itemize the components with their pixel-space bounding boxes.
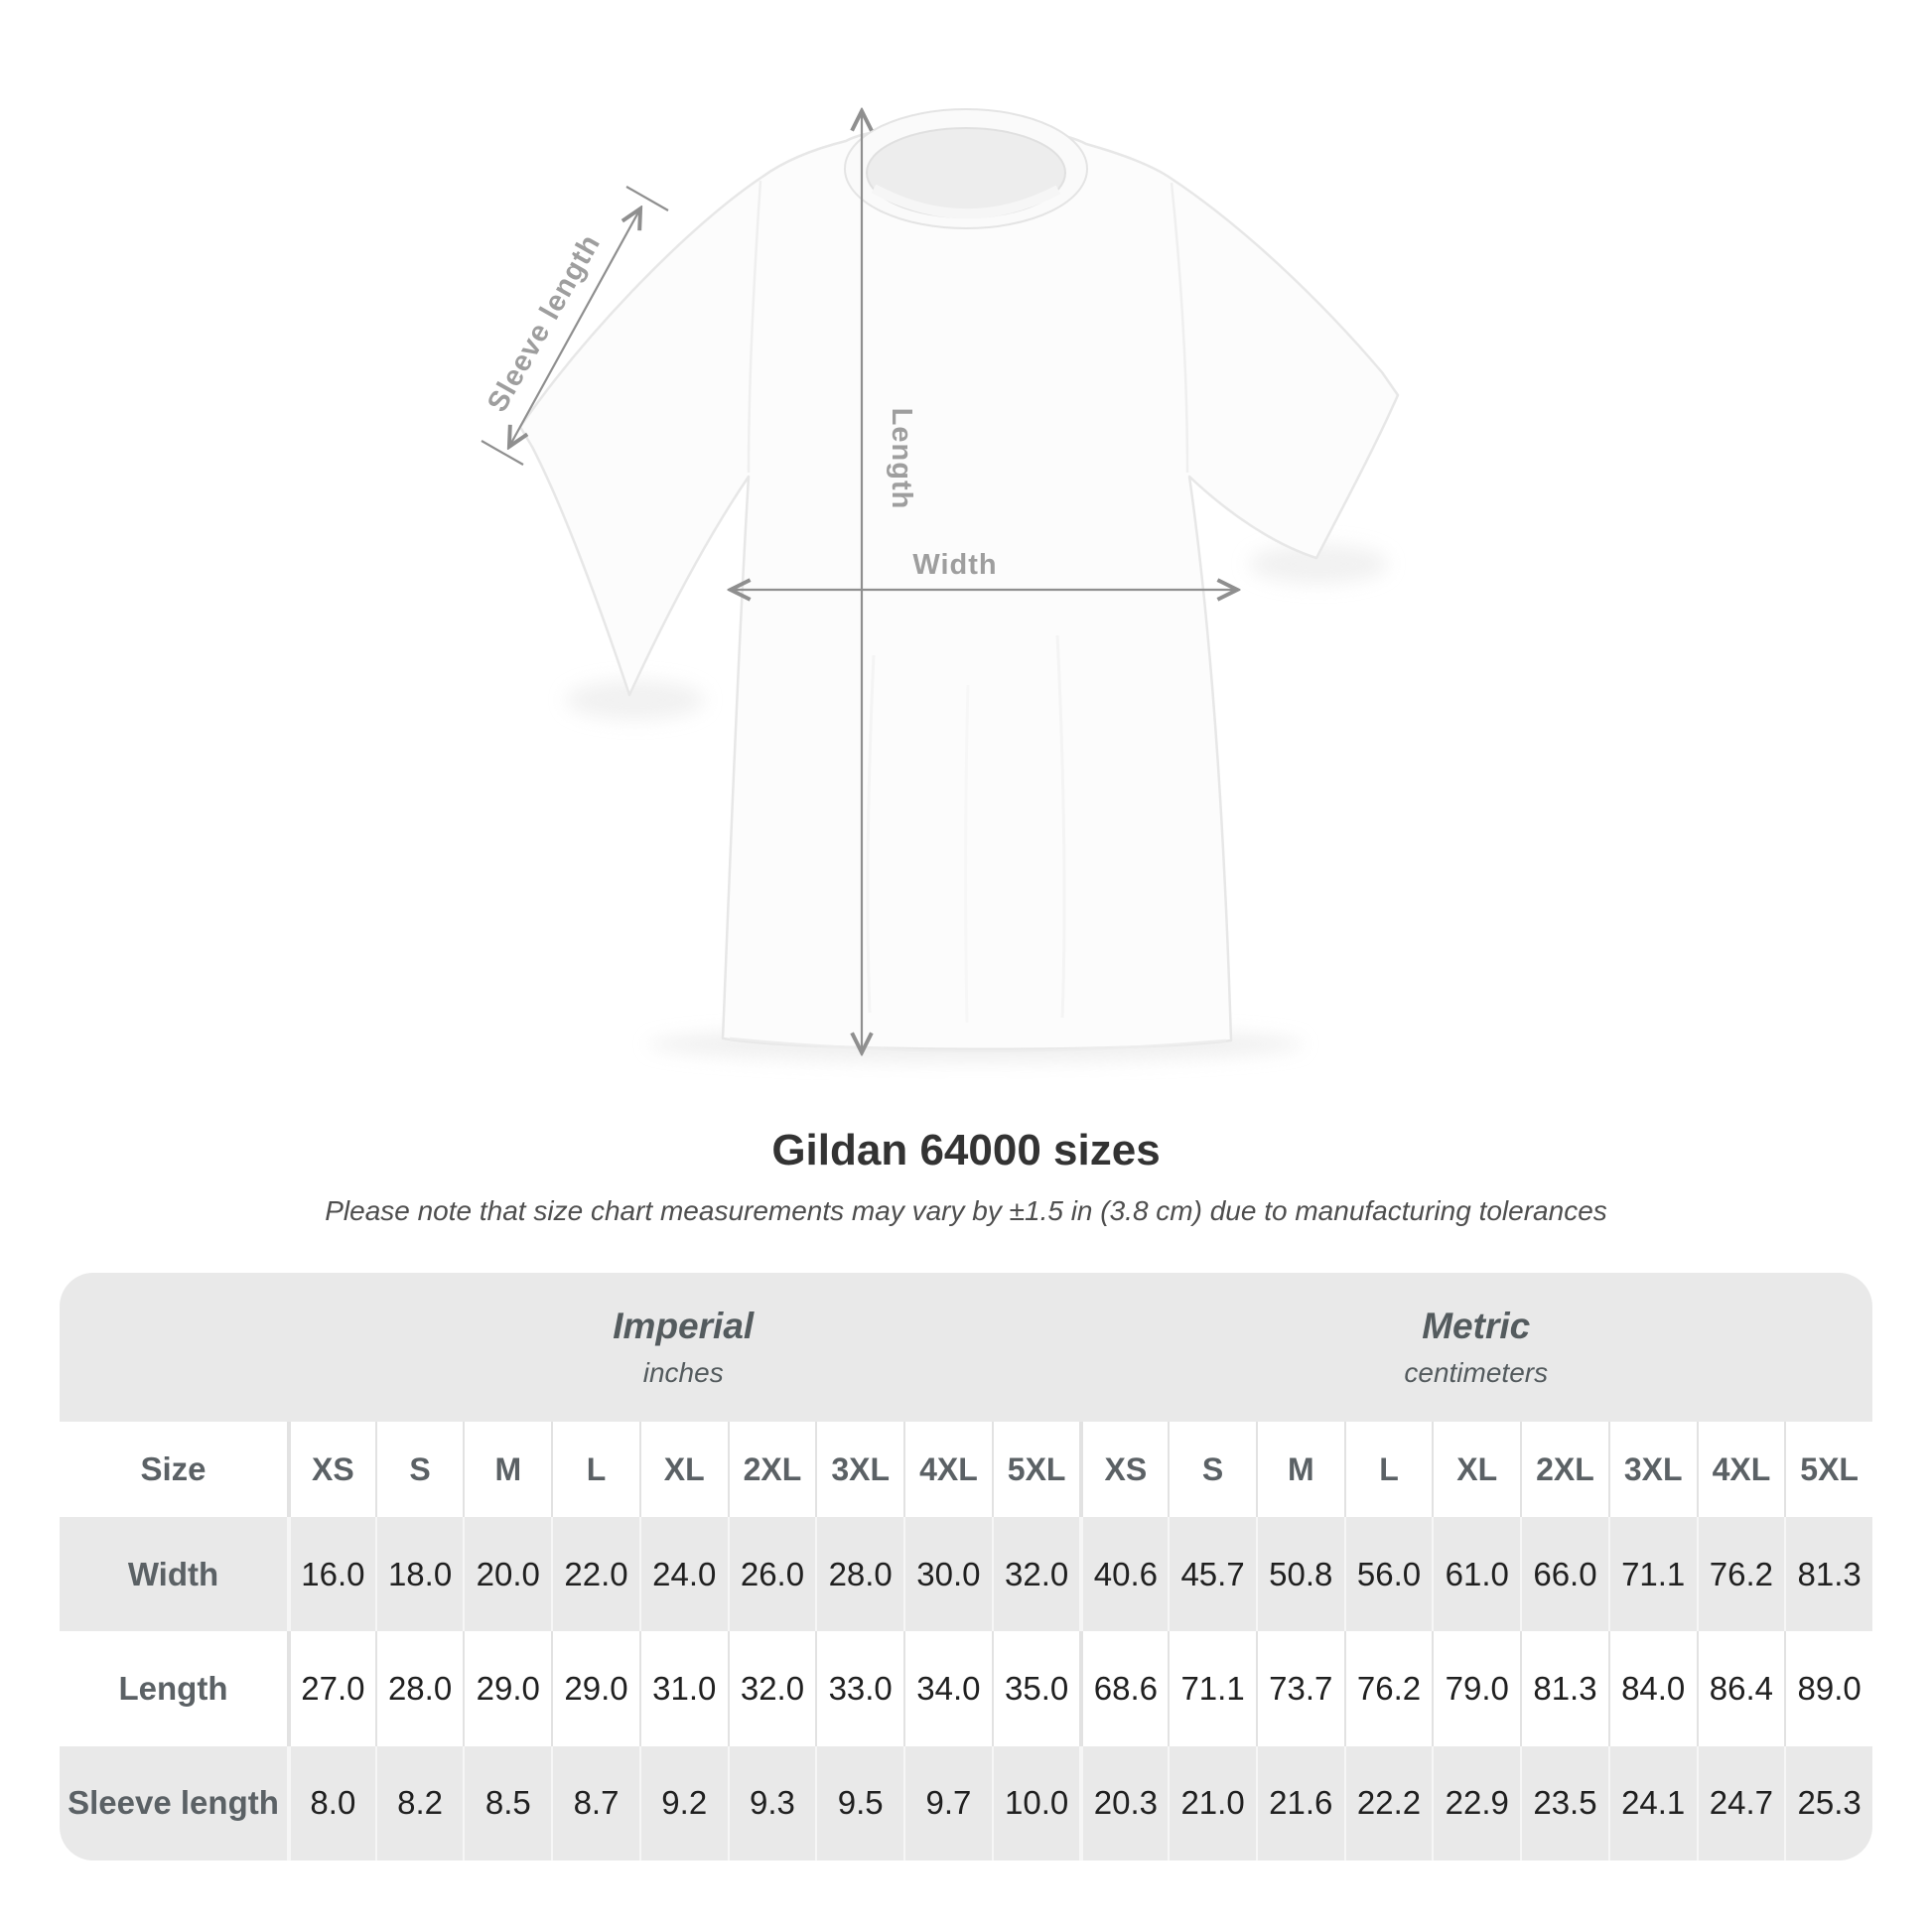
value-cell: 8.7 — [551, 1745, 639, 1861]
size-header-cell: M — [463, 1422, 552, 1517]
value-cell: 18.0 — [374, 1517, 464, 1632]
value-cell: 81.3 — [1784, 1517, 1872, 1632]
value-cell: 81.3 — [1520, 1631, 1608, 1746]
value-cell: 10.0 — [991, 1745, 1080, 1861]
size-header-cell: L — [1343, 1422, 1433, 1517]
value-cell: 22.2 — [1343, 1745, 1433, 1861]
value-cell: 29.0 — [463, 1631, 552, 1746]
group-sublabel: centimeters — [1404, 1357, 1549, 1388]
value-cell: 76.2 — [1696, 1517, 1785, 1632]
size-header-label: Size — [60, 1422, 287, 1517]
value-cell: 8.5 — [463, 1745, 552, 1861]
value-cell: 40.6 — [1079, 1517, 1169, 1632]
value-cell: 22.9 — [1432, 1745, 1521, 1861]
size-header-cell: 5XL — [991, 1422, 1080, 1517]
value-cell: 28.0 — [374, 1631, 464, 1746]
value-cell: 20.0 — [463, 1517, 552, 1632]
sleeve-length-arrow — [510, 210, 639, 445]
size-header-cell: 4XL — [1696, 1422, 1785, 1517]
size-header-cell: 3XL — [1607, 1422, 1697, 1517]
group-title: Metric — [1422, 1306, 1531, 1346]
value-cell: 16.0 — [287, 1517, 375, 1632]
size-header-cell: 2XL — [727, 1422, 816, 1517]
group-header-imperial: Imperial inches — [287, 1273, 1080, 1422]
value-cell: 79.0 — [1432, 1631, 1521, 1746]
value-cell: 45.7 — [1168, 1517, 1256, 1632]
value-cell: 9.3 — [727, 1745, 816, 1861]
value-cell: 20.3 — [1079, 1745, 1169, 1861]
value-cell: 24.0 — [638, 1517, 728, 1632]
value-cell: 33.0 — [815, 1631, 904, 1746]
value-cell: 26.0 — [727, 1517, 816, 1632]
value-cell: 32.0 — [727, 1631, 816, 1746]
size-header-cell: XS — [287, 1422, 375, 1517]
value-cell: 66.0 — [1520, 1517, 1608, 1632]
value-cell: 35.0 — [991, 1631, 1080, 1746]
value-cell: 73.7 — [1255, 1631, 1344, 1746]
size-header-cell: XL — [638, 1422, 728, 1517]
value-cell: 22.0 — [551, 1517, 639, 1632]
value-cell: 21.6 — [1255, 1745, 1344, 1861]
size-header-cell: S — [1168, 1422, 1256, 1517]
group-header-spacer — [60, 1273, 287, 1422]
value-cell: 68.6 — [1079, 1631, 1169, 1746]
size-header-cell: S — [374, 1422, 464, 1517]
row-label: Length — [60, 1631, 287, 1746]
value-cell: 86.4 — [1696, 1631, 1785, 1746]
value-cell: 24.7 — [1696, 1745, 1785, 1861]
sleeve-arrow-end-tick — [625, 186, 669, 211]
value-cell: 76.2 — [1343, 1631, 1433, 1746]
size-header-cell: 5XL — [1784, 1422, 1872, 1517]
value-cell: 8.2 — [374, 1745, 464, 1861]
value-cell: 29.0 — [551, 1631, 639, 1746]
page-title: Gildan 64000 sizes — [771, 1126, 1161, 1174]
value-cell: 31.0 — [638, 1631, 728, 1746]
value-cell: 25.3 — [1784, 1745, 1872, 1861]
size-header-cell: M — [1255, 1422, 1344, 1517]
value-cell: 23.5 — [1520, 1745, 1608, 1861]
value-cell: 30.0 — [903, 1517, 992, 1632]
value-cell: 9.2 — [638, 1745, 728, 1861]
value-cell: 9.5 — [815, 1745, 904, 1861]
value-cell: 84.0 — [1607, 1631, 1697, 1746]
row-label: Sleeve length — [60, 1745, 287, 1861]
value-cell: 71.1 — [1607, 1517, 1697, 1632]
tshirt-measurement-diagram: Sleeve length Length Width — [481, 0, 1400, 1062]
value-cell: 24.1 — [1607, 1745, 1697, 1861]
size-header-cell: 3XL — [815, 1422, 904, 1517]
value-cell: 50.8 — [1255, 1517, 1344, 1632]
group-header-metric: Metric centimeters — [1079, 1273, 1872, 1422]
size-header-cell: L — [551, 1422, 639, 1517]
row-label: Width — [60, 1517, 287, 1632]
size-header-cell: XL — [1432, 1422, 1521, 1517]
value-cell: 27.0 — [287, 1631, 375, 1746]
value-cell: 61.0 — [1432, 1517, 1521, 1632]
value-cell: 32.0 — [991, 1517, 1080, 1632]
group-title: Imperial — [613, 1306, 755, 1346]
size-header-cell: 4XL — [903, 1422, 992, 1517]
value-cell: 21.0 — [1168, 1745, 1256, 1861]
size-header-cell: XS — [1079, 1422, 1169, 1517]
tolerance-note: Please note that size chart measurements… — [325, 1195, 1607, 1226]
value-cell: 56.0 — [1343, 1517, 1433, 1632]
size-table: Imperial inches Metric centimeters Size XS S M L… — [60, 1273, 1872, 1861]
sleeve-arrow-start-tick — [481, 440, 524, 466]
value-cell: 34.0 — [903, 1631, 992, 1746]
group-sublabel: inches — [642, 1357, 724, 1388]
value-cell: 28.0 — [815, 1517, 904, 1632]
value-cell: 71.1 — [1168, 1631, 1256, 1746]
width-label: Width — [912, 549, 997, 581]
size-header-cell: 2XL — [1520, 1422, 1608, 1517]
value-cell: 8.0 — [287, 1745, 375, 1861]
length-label: Length — [886, 408, 917, 510]
value-cell: 9.7 — [903, 1745, 992, 1861]
collar-inner-highlight — [871, 184, 1061, 219]
value-cell: 89.0 — [1784, 1631, 1872, 1746]
measurement-annotations — [481, 113, 1235, 1050]
